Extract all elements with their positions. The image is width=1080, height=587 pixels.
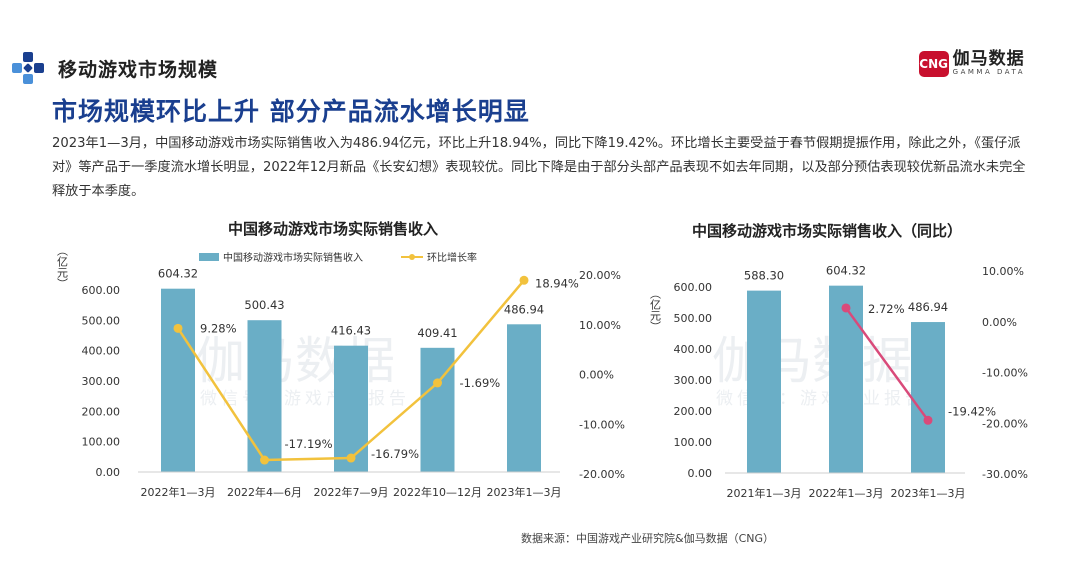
chart1-xtick: 2022年4—6月 — [227, 485, 302, 499]
chart1-line-point — [260, 455, 269, 465]
chart1-y2tick: -10.00% — [579, 418, 625, 431]
chart1-bar-value: 604.32 — [158, 267, 198, 281]
chart2-y2tick: 0.00% — [982, 316, 1017, 329]
brand-logo: CNG 伽马数据 GAMMA DATA — [918, 49, 1025, 77]
chart2-watermark: 伽马数据 微信号：游戏产业报告 — [712, 332, 922, 409]
chart1-title: 中国移动游戏市场实际销售收入 — [228, 220, 439, 238]
chart1-line-value: 9.28% — [200, 321, 237, 335]
chart1-ytick: 400.00 — [82, 345, 121, 358]
section-title: 移动游戏市场规模 — [58, 58, 219, 81]
chart1-bar — [247, 320, 282, 472]
chart2-bar-value: 588.30 — [744, 269, 784, 283]
chart1-ytick: 100.00 — [82, 436, 121, 449]
chart2-ylabel: （亿元） — [649, 288, 662, 332]
legend-swatch-sales — [199, 253, 219, 261]
chart1-ytick: 600.00 — [82, 284, 121, 297]
chart2-line-value: -19.42% — [948, 404, 996, 418]
chart1-ylabel: （亿元） — [56, 245, 69, 289]
legend-label-qoq: 环比增长率 — [427, 251, 477, 264]
chart2-bar — [911, 322, 945, 473]
logo-subtitle: GAMMA DATA — [952, 68, 1025, 76]
chart1-y2tick: 10.00% — [579, 319, 621, 332]
legend-label-sales: 中国移动游戏市场实际销售收入 — [223, 251, 363, 264]
chart1-line-value: -16.79% — [371, 447, 419, 461]
section-grid-icon — [12, 52, 44, 84]
chart2-line — [844, 307, 930, 422]
chart1-line-point — [433, 378, 442, 388]
chart2-line-value: 2.72% — [868, 302, 905, 316]
chart2-title: 中国移动游戏市场实际销售收入（同比） — [692, 222, 963, 240]
chart2-line-point — [923, 415, 933, 425]
chart1-xtick: 2022年10—12月 — [393, 485, 482, 499]
chart2-ytick: 100.00 — [674, 436, 713, 449]
chart1-xtick: 2022年7—9月 — [314, 485, 389, 499]
chart1-line-value: -17.19% — [285, 437, 333, 451]
chart2-bar-value: 486.94 — [908, 300, 948, 314]
chart2-ytick: 600.00 — [674, 281, 713, 294]
chart2-bar — [747, 290, 781, 473]
chart1-y2tick: -20.00% — [579, 468, 625, 481]
chart1-y2tick: 0.00% — [579, 369, 614, 382]
chart1-line-point — [173, 323, 183, 333]
chart1-ytick: 0.00 — [96, 466, 121, 479]
chart2-xtick: 2023年1—3月 — [891, 486, 966, 500]
chart2-ytick: 300.00 — [674, 374, 713, 387]
chart2-y2tick: -20.00% — [982, 417, 1028, 430]
chart1-bar-value: 409.41 — [417, 326, 457, 340]
chart2-ytick: 500.00 — [674, 312, 713, 325]
chart1-line-point — [519, 275, 529, 285]
chart1-line-point — [346, 453, 356, 463]
chart1-xtick: 2023年1—3月 — [487, 485, 562, 499]
chart1-bar — [507, 324, 541, 472]
chart1-line-value: -1.69% — [460, 376, 501, 390]
chart2-y2tick: -10.00% — [982, 367, 1028, 380]
svg-text:伽马数据: 伽马数据 — [712, 332, 912, 390]
summary-paragraph: 2023年1—3月，中国移动游戏市场实际销售收入为486.94亿元，环比上升18… — [52, 136, 1026, 199]
chart2-bar — [829, 285, 863, 473]
page-headline: 市场规模环比上升 部分产品流水增长明显 — [52, 97, 530, 126]
chart1-bar-value: 500.43 — [244, 298, 284, 312]
chart1-xtick: 2022年1—3月 — [141, 485, 216, 499]
chart1-legend: 中国移动游戏市场实际销售收入 环比增长率 — [199, 251, 477, 264]
logo-name: 伽马数据 — [952, 49, 1025, 69]
chart2-y2tick: 10.00% — [982, 265, 1024, 278]
chart2-bar-value: 604.32 — [826, 264, 866, 278]
chart1-ytick: 500.00 — [82, 314, 121, 327]
chart2-y2tick: -30.00% — [982, 468, 1028, 481]
section-header: 移动游戏市场规模 — [10, 48, 218, 88]
chart1-bar-value: 416.43 — [331, 324, 371, 338]
data-source: 数据来源：中国游戏产业研究院&伽马数据（CNG） — [521, 532, 775, 545]
chart2-ytick: 200.00 — [674, 405, 713, 418]
chart1-y2tick: 20.00% — [579, 269, 621, 282]
chart2-ytick: 0.00 — [688, 467, 713, 480]
chart2-xtick: 2022年1—3月 — [809, 486, 884, 500]
logo-mark: CNG — [918, 50, 949, 77]
chart1-ytick: 200.00 — [82, 405, 121, 418]
chart2-line-point — [841, 303, 851, 313]
chart1-bar-value: 486.94 — [504, 302, 544, 316]
chart1-line-value: 18.94% — [535, 276, 579, 290]
chart2-xtick: 2021年1—3月 — [727, 486, 802, 500]
chart1-bar — [161, 288, 195, 472]
chart2-ytick: 400.00 — [674, 343, 713, 356]
chart1-bar — [334, 345, 368, 472]
chart1-ytick: 300.00 — [82, 375, 121, 388]
